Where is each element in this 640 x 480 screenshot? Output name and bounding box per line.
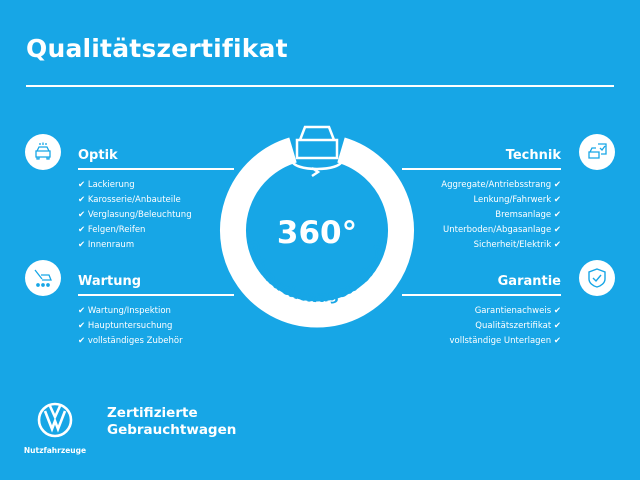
- section-title-optik: Optik: [78, 148, 118, 163]
- list-item-label: Karosserie/Anbauteile: [87, 195, 181, 205]
- footer-text: Zertifizierte Gebrauchtwagen: [107, 405, 236, 439]
- list-item: Sicherheit/Elektrik ✔: [441, 238, 561, 253]
- list-item-label: Verglasung/Beleuchtung: [87, 210, 192, 220]
- check-icon: ✔: [78, 180, 86, 190]
- list-item-label: Garantienachweis: [474, 306, 552, 316]
- footer-line-2: Gebrauchtwagen: [107, 422, 237, 438]
- section-title-technik: Technik: [505, 148, 561, 163]
- divider: [78, 168, 234, 170]
- check-icon: ✔: [78, 225, 86, 235]
- list-item-label: Aggregate/Antriebsstrang: [441, 180, 552, 190]
- check-icon: ✔: [553, 306, 561, 316]
- section-title-wartung: Wartung: [78, 274, 142, 289]
- check-icon: ✔: [553, 210, 561, 220]
- check-icon: ✔: [78, 321, 86, 331]
- ring: [220, 137, 414, 328]
- list-item: ✔ Hauptuntersuchung: [78, 319, 183, 334]
- brand-label: Nutzfahrzeuge: [23, 446, 87, 455]
- wartung-list: ✔ Wartung/Inspektion ✔ Hauptuntersuchung ✔…: [78, 304, 183, 349]
- list-item: ✔ Verglasung/Beleuchtung: [78, 208, 192, 223]
- check-icon: ✔: [553, 195, 561, 205]
- list-item: ✔ vollständiges Zubehör: [78, 334, 183, 349]
- list-item: ✔ Wartung/Inspektion: [78, 304, 183, 319]
- car-service-icon: [25, 260, 61, 296]
- shield-check-icon: [579, 260, 615, 296]
- check-icon: ✔: [78, 195, 86, 205]
- car-lights-icon: [25, 134, 61, 170]
- list-item: Garantienachweis ✔: [450, 304, 561, 319]
- list-item-label: Sicherheit/Elektrik: [473, 240, 552, 250]
- list-item: ✔ Innenraum: [78, 238, 192, 253]
- list-item-label: Qualitätszertifikat: [475, 321, 552, 331]
- footer-line-1: Zertifizierte: [107, 405, 198, 421]
- list-item: Qualitätszertifikat ✔: [450, 319, 561, 334]
- list-item-label: Innenraum: [87, 240, 135, 250]
- page-title: Qualitätszertifikat: [26, 34, 288, 63]
- list-item-label: vollständiges Zubehör: [87, 336, 183, 346]
- 360-number: 360°: [277, 215, 357, 251]
- divider: [78, 294, 234, 296]
- list-item-label: Unterboden/Abgasanlage: [443, 225, 552, 235]
- list-item-label: Wartung/Inspektion: [87, 306, 171, 316]
- list-item: ✔ Felgen/Reifen: [78, 223, 192, 238]
- vw-logo: [37, 402, 73, 438]
- title-divider: [26, 85, 614, 87]
- check-icon: ✔: [78, 240, 86, 250]
- optik-list: ✔ Lackierung ✔ Karosserie/Anbauteile ✔ Ver…: [78, 178, 192, 253]
- check-icon: ✔: [78, 336, 86, 346]
- divider: [402, 168, 561, 170]
- list-item-label: Lenkung/Fahrwerk: [473, 195, 552, 205]
- check-icon: ✔: [553, 336, 561, 346]
- list-item-label: Felgen/Reifen: [87, 225, 146, 235]
- list-item: vollständige Unterlagen ✔: [450, 334, 561, 349]
- check-icon: ✔: [78, 306, 86, 316]
- check-icon: ✔: [553, 180, 561, 190]
- technik-list: Aggregate/Antriebsstrang ✔ Lenkung/Fahrwe…: [441, 178, 561, 253]
- list-item: ✔ Karosserie/Anbauteile: [78, 193, 192, 208]
- garantie-list: Garantienachweis ✔ Qualitätszertifikat ✔ v…: [450, 304, 561, 349]
- check-icon: ✔: [78, 210, 86, 220]
- section-title-garantie: Garantie: [497, 274, 561, 289]
- list-item: Bremsanlage ✔: [441, 208, 561, 223]
- list-item-label: Lackierung: [87, 180, 135, 190]
- check-icon: ✔: [553, 321, 561, 331]
- list-item: ✔ Lackierung: [78, 178, 192, 193]
- list-item: Unterboden/Abgasanlage ✔: [441, 223, 561, 238]
- list-item-label: Bremsanlage: [495, 210, 552, 220]
- list-item-label: vollständige Unterlagen: [449, 336, 552, 346]
- divider: [402, 294, 561, 296]
- check-icon: ✔: [553, 225, 561, 235]
- car-checklist-icon: [579, 134, 615, 170]
- list-item-label: Hauptuntersuchung: [87, 321, 173, 331]
- car-rotate-icon: [290, 125, 344, 178]
- check-icon: ✔: [553, 240, 561, 250]
- list-item: Lenkung/Fahrwerk ✔: [441, 193, 561, 208]
- list-item: Aggregate/Antriebsstrang ✔: [441, 178, 561, 193]
